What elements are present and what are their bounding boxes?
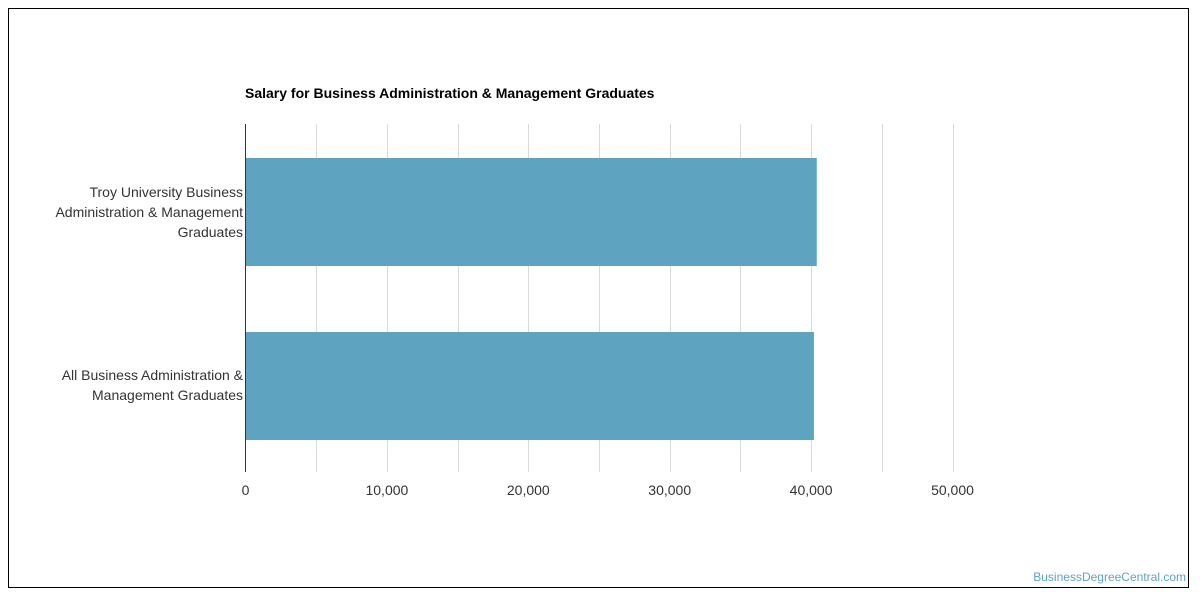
category-label-all: All Business Administration & Management… [61, 367, 243, 403]
x-tick-label: 30,000 [648, 482, 691, 498]
bars [245, 158, 817, 440]
x-tick-label: 0 [242, 482, 250, 498]
x-tick-label: 50,000 [931, 482, 974, 498]
bar-0 [245, 158, 817, 266]
x-tick-label: 10,000 [365, 482, 408, 498]
bar-1 [245, 332, 814, 440]
chart-title: Salary for Business Administration & Man… [245, 85, 655, 101]
chart-frame [8, 8, 1189, 588]
x-tick-labels: 0 10,000 20,000 30,000 40,000 50,000 [242, 482, 975, 498]
x-tick-label: 40,000 [790, 482, 833, 498]
category-label-troy: Troy University Business Administration … [55, 184, 243, 240]
source-watermark: BusinessDegreeCentral.com [1033, 570, 1186, 584]
x-tick-label: 20,000 [507, 482, 550, 498]
